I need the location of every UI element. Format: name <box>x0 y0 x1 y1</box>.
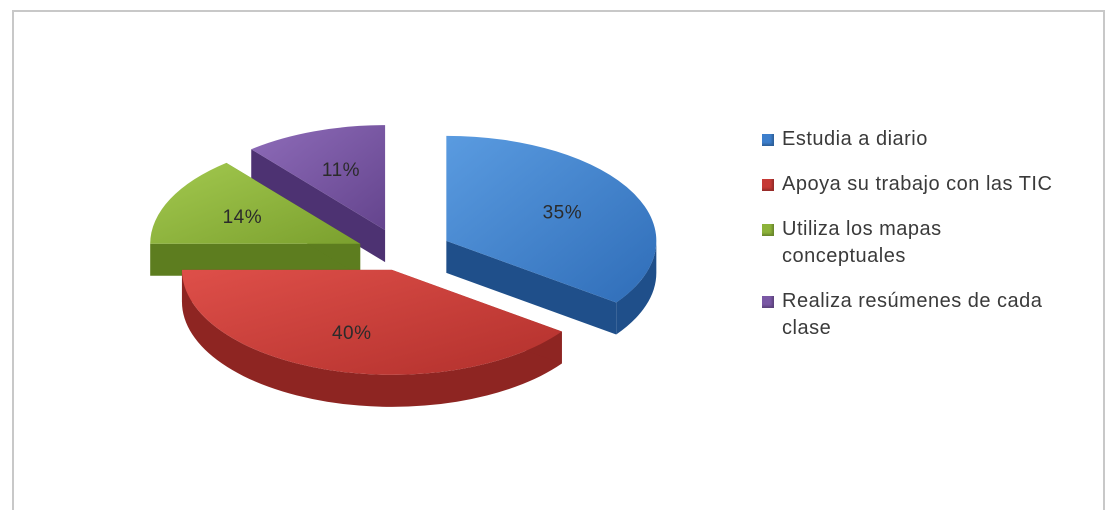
legend-label: Estudia a diario <box>782 128 928 150</box>
legend-swatch-red <box>762 179 774 191</box>
data-label: 11% <box>322 160 360 181</box>
legend-label: Apoya su trabajo con las TIC <box>782 173 1053 195</box>
legend-swatch-green <box>762 224 774 236</box>
legend-item-tic: Apoya su trabajo con las TIC <box>762 171 1102 198</box>
legend-item-resumenes: Realiza resúmenes de cada clase <box>762 288 1102 342</box>
slice-mapas <box>150 162 361 276</box>
slice-tic <box>181 269 562 407</box>
legend-label: Utiliza los mapas conceptuales <box>782 218 942 267</box>
legend-label: Realiza resúmenes de cada clase <box>782 290 1043 339</box>
legend-item-estudia: Estudia a diario <box>762 126 1102 153</box>
slice-estudia <box>446 135 657 335</box>
legend-swatch-purple <box>762 296 774 308</box>
data-label: 40% <box>332 323 372 344</box>
data-label: 35% <box>543 202 583 223</box>
slice-resumenes <box>251 125 386 263</box>
data-label: 14% <box>223 207 263 228</box>
legend-swatch-blue <box>762 134 774 146</box>
chart-legend: Estudia a diario Apoya su trabajo con la… <box>762 126 1102 360</box>
legend-item-mapas: Utiliza los mapas conceptuales <box>762 216 1102 270</box>
